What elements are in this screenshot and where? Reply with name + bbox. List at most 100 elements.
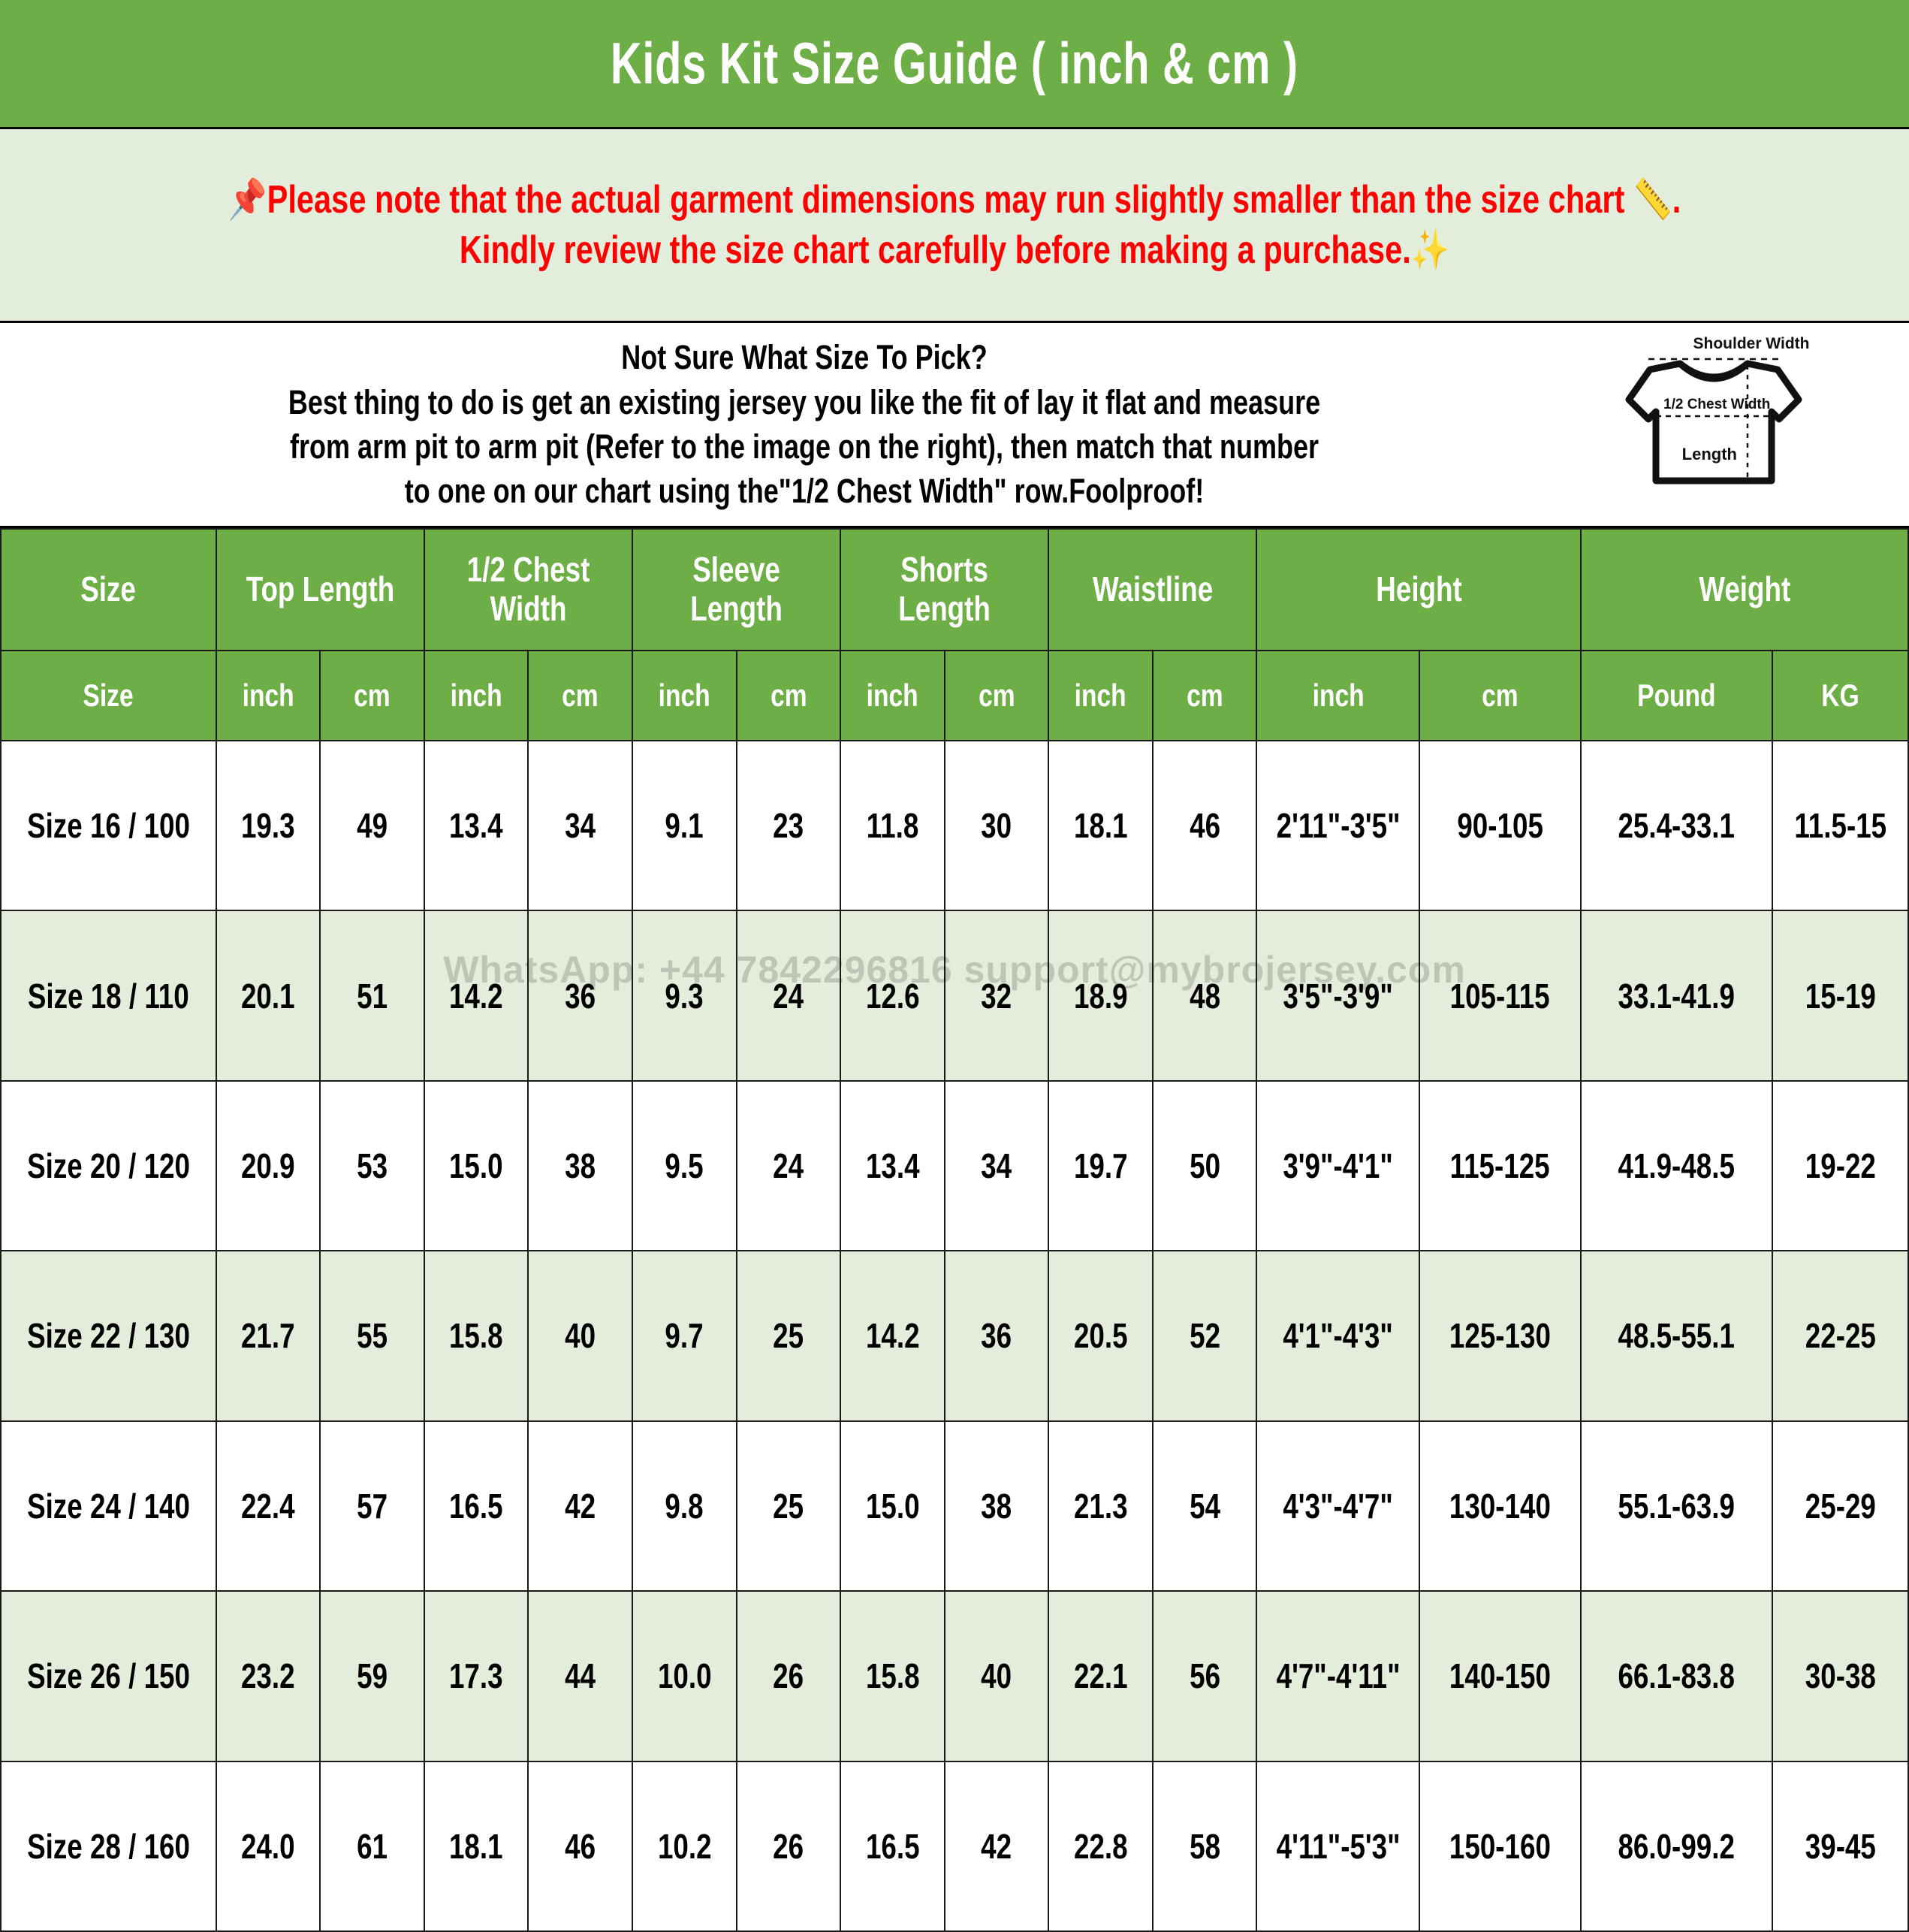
- measurement-cell: 3'5"-3'9": [1256, 910, 1421, 1082]
- cell-value: 9.3: [665, 976, 704, 1016]
- cell-value: 18.9: [1073, 976, 1128, 1016]
- cell-value: 32: [981, 976, 1012, 1016]
- cell-value: 58: [1189, 1826, 1220, 1866]
- cell-value: 15.0: [449, 1146, 503, 1186]
- cell-value: 51: [357, 976, 388, 1016]
- unit-header-label: cm: [1482, 678, 1518, 713]
- measurement-cell: 9.8: [632, 1420, 737, 1592]
- cell-value: 4'7"-4'11": [1276, 1656, 1401, 1696]
- measurement-cell: 20.1: [215, 910, 321, 1082]
- cell-value: 24: [773, 1146, 804, 1186]
- cell-value: 22.4: [241, 1486, 295, 1526]
- measurement-cell: 30-38: [1772, 1590, 1909, 1762]
- cell-value: 11.5-15: [1794, 806, 1886, 846]
- cell-value: 23.2: [241, 1656, 295, 1696]
- unit-header-cell: inch: [840, 650, 945, 741]
- measurement-cell: 18.9: [1048, 910, 1154, 1082]
- cell-value: 17.3: [449, 1656, 503, 1696]
- measurement-cell: 13.4: [423, 739, 529, 912]
- measurement-cell: 9.5: [632, 1079, 737, 1252]
- size-label-cell: Size 16 / 100: [0, 739, 217, 912]
- measurement-cell: 22.8: [1048, 1760, 1154, 1932]
- group-header-row: Size Top Length 1/2 Chest Width Sleeve Leng…: [0, 528, 1909, 651]
- measurement-cell: 19.7: [1048, 1079, 1154, 1252]
- cell-value: 66.1-83.8: [1618, 1656, 1736, 1696]
- measurement-cell: 25: [735, 1420, 842, 1592]
- measurement-cell: 33.1-41.9: [1579, 910, 1774, 1082]
- cell-value: 25-29: [1805, 1486, 1876, 1526]
- cell-value: 25: [773, 1486, 804, 1526]
- cell-value: 9.5: [665, 1146, 704, 1186]
- measurement-cell: 24: [735, 910, 842, 1082]
- unit-header-label: Pound: [1637, 678, 1716, 713]
- cell-value: 10.0: [657, 1656, 712, 1696]
- cell-value: 57: [357, 1486, 388, 1526]
- cell-value: 41.9-48.5: [1618, 1146, 1736, 1186]
- measurement-cell: 9.1: [632, 739, 737, 912]
- measurement-cell: 19-22: [1772, 1079, 1909, 1252]
- column-group-header: Sleeve Length: [632, 528, 842, 651]
- measurement-cell: 130-140: [1419, 1420, 1582, 1592]
- measurement-cell: 39-45: [1772, 1760, 1909, 1932]
- unit-header-cell: inch: [215, 650, 321, 741]
- measurement-cell: 20.9: [215, 1079, 321, 1252]
- unit-header-label: inch: [866, 678, 918, 713]
- cell-value: 48: [1189, 976, 1220, 1016]
- cell-value: 40: [981, 1656, 1012, 1696]
- unit-header-label: inch: [1312, 678, 1365, 713]
- measurement-cell: 3'9"-4'1": [1256, 1079, 1421, 1252]
- measurement-cell: 25: [735, 1250, 842, 1422]
- measurement-cell: 24.0: [215, 1760, 321, 1932]
- table-row: Size 28 / 160 24.0 61 18.1 46 10.2 26 16.5 42 22.…: [0, 1760, 1909, 1932]
- cell-value: 12.6: [865, 976, 920, 1016]
- cell-value: 46: [1189, 806, 1220, 846]
- cell-value: 56: [1189, 1656, 1220, 1696]
- measurement-cell: 25-29: [1772, 1420, 1909, 1592]
- cell-value: 26: [773, 1826, 804, 1866]
- measurement-cell: 90-105: [1419, 739, 1582, 912]
- measurement-cell: 25.4-33.1: [1579, 739, 1774, 912]
- measurement-cell: 21.7: [215, 1250, 321, 1422]
- measurement-cell: 17.3: [423, 1590, 529, 1762]
- cell-value: Size 22 / 130: [26, 1316, 190, 1356]
- cell-value: 10.2: [657, 1826, 712, 1866]
- cell-value: 15.8: [449, 1316, 503, 1356]
- cell-value: Size 18 / 110: [27, 976, 189, 1016]
- measurement-cell: 56: [1151, 1590, 1258, 1762]
- cell-value: 19.3: [241, 806, 295, 846]
- table-row: Size 24 / 140 22.4 57 16.5 42 9.8 25 15.0 38 21.3…: [0, 1420, 1909, 1592]
- cell-value: 105-115: [1450, 976, 1551, 1016]
- unit-header-label: cm: [978, 678, 1015, 713]
- notice-line-2: Kindly review the size chart carefully b…: [459, 228, 1450, 272]
- cell-value: 34: [981, 1146, 1012, 1186]
- advice-line-3: to one on our chart using the"1/2 Chest …: [404, 472, 1205, 511]
- measurement-cell: 23.2: [215, 1590, 321, 1762]
- measurement-cell: 105-115: [1419, 910, 1582, 1082]
- measurement-cell: 42: [527, 1420, 634, 1592]
- notice-line-1: 📌Please note that the actual garment dim…: [228, 177, 1681, 222]
- cell-value: 21.3: [1073, 1486, 1128, 1526]
- column-group-header: Shorts Length: [840, 528, 1050, 651]
- cell-value: 33.1-41.9: [1618, 976, 1736, 1016]
- measurement-cell: 24: [735, 1079, 842, 1252]
- cell-value: 46: [565, 1826, 596, 1866]
- measurement-cell: 15.8: [840, 1590, 945, 1762]
- measurement-cell: 55: [319, 1250, 425, 1422]
- cell-value: 14.2: [865, 1316, 920, 1356]
- cell-value: 9.7: [665, 1316, 704, 1356]
- measurement-cell: 16.5: [423, 1420, 529, 1592]
- measurement-cell: 4'1"-4'3": [1256, 1250, 1421, 1422]
- cell-value: 30-38: [1805, 1656, 1876, 1696]
- table-row: Size 26 / 150 23.2 59 17.3 44 10.0 26 15.8 40 22.…: [0, 1590, 1909, 1762]
- measurement-cell: 4'7"-4'11": [1256, 1590, 1421, 1762]
- measurement-cell: 11.8: [840, 739, 945, 912]
- measurement-cell: 53: [319, 1079, 425, 1252]
- measurement-cell: 22.1: [1048, 1590, 1154, 1762]
- cell-value: 9.1: [665, 806, 704, 846]
- cell-value: 13.4: [865, 1146, 920, 1186]
- cell-value: 25.4-33.1: [1618, 806, 1736, 846]
- cell-value: 15.0: [865, 1486, 920, 1526]
- measurement-cell: 52: [1151, 1250, 1258, 1422]
- column-group-header-label: Waistline: [1092, 569, 1213, 609]
- unit-header-label: cm: [770, 678, 807, 713]
